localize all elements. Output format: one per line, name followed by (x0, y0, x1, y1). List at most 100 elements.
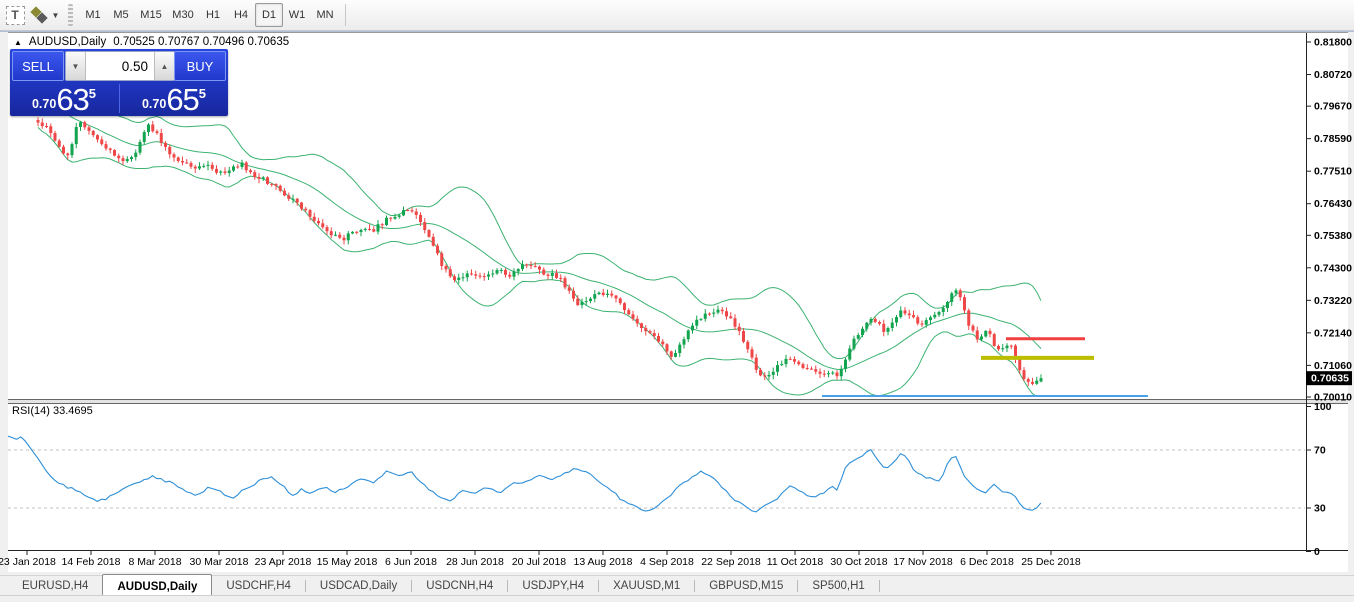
price-axis[interactable]: 0.81800 0.80720 0.79670 0.78590 0.77510 0.764… (1306, 37, 1352, 404)
dropdown-arrow-icon: ▼ (51, 10, 60, 20)
volume-input[interactable] (86, 52, 154, 80)
candlestick-plot[interactable] (36, 117, 1043, 387)
buy-price-big: 65 (166, 82, 199, 117)
date-axis-label: 14 Feb 2018 (62, 556, 121, 568)
timeframe-button-mn[interactable]: MN (316, 9, 334, 21)
timeframe-button-d1[interactable]: D1 (255, 3, 283, 27)
chart-title-row: ▲ AUDUSD,Daily 0.70525 0.70767 0.70496 0… (14, 36, 289, 48)
sell-button[interactable]: SELL (12, 51, 64, 81)
date-axis-label: 25 Dec 2018 (1021, 556, 1081, 568)
date-axis-label: 23 Apr 2018 (255, 556, 312, 568)
date-axis-label: 28 Jun 2018 (446, 556, 504, 568)
buy-price-button[interactable]: 0.70 65 5 (121, 82, 227, 115)
chart-tab-eurusd[interactable]: EURUSD,H4 (22, 580, 89, 592)
price-axis-label: 0.76430 (1314, 198, 1352, 210)
chart-tab-usdjpy[interactable]: USDJPY,H4 (522, 580, 585, 592)
buy-price-pipette: 5 (198, 86, 207, 101)
status-bar (0, 595, 1354, 602)
tab-separator (411, 580, 413, 592)
text-tool-icon: T (5, 5, 25, 25)
toolbar-separator (345, 4, 346, 26)
date-axis-label: 17 Nov 2018 (893, 556, 953, 568)
styler-tool-icon (29, 6, 49, 24)
timeframe-button-m5[interactable]: M5 (113, 9, 129, 21)
date-axis-label: 4 Sep 2018 (640, 556, 694, 568)
bb-lower-band (37, 127, 1042, 397)
timeframe-button-m30[interactable]: M30 (172, 9, 194, 21)
panel-splitter[interactable] (8, 399, 1348, 404)
sell-price-button[interactable]: 0.70 63 5 (10, 82, 118, 115)
price-axis-label: 0.70010 (1314, 391, 1352, 403)
chart-background (8, 33, 1348, 572)
price-axis-label: 0.72140 (1314, 327, 1352, 339)
price-axis-label: 0.81800 (1314, 37, 1352, 49)
date-axis-label: 20 Jul 2018 (512, 556, 566, 568)
price-axis-label: 0.79670 (1314, 101, 1352, 113)
price-axis-label: 0.78590 (1314, 133, 1352, 145)
sell-price-pipette: 5 (88, 86, 97, 101)
date-axis-label: 11 Oct 2018 (767, 556, 824, 568)
tab-separator (797, 580, 799, 592)
date-axis-label: 30 Mar 2018 (190, 556, 249, 568)
bb-upper-band (37, 51, 1042, 359)
volume-increase-button[interactable]: ▲ (154, 52, 174, 80)
ohlc-values: 0.70525 0.70767 0.70496 0.70635 (113, 36, 290, 48)
sell-price-prefix: 0.70 (31, 97, 57, 111)
date-axis[interactable]: 23 Jan 2018 14 Feb 2018 8 Mar 2018 30 Mar 2… (0, 550, 1081, 568)
tab-separator (878, 580, 880, 592)
rsi-axis-label: 30 (1314, 503, 1326, 515)
timeframe-button-h1[interactable]: H1 (205, 9, 221, 21)
symbol-period-label: AUDUSD,Daily (28, 36, 107, 48)
buy-button[interactable]: BUY (174, 51, 226, 81)
rsi-axis-label: 0 (1314, 546, 1320, 558)
tab-separator (694, 580, 696, 592)
tab-separator (507, 580, 509, 592)
volume-spinner: ▼ ▲ (65, 51, 175, 81)
date-axis-label: 23 Jan 2018 (0, 556, 56, 568)
date-axis-label: 8 Mar 2018 (128, 556, 181, 568)
price-axis-label: 0.73220 (1314, 295, 1352, 307)
price-axis-label: 0.74300 (1314, 262, 1352, 274)
price-axis-label: 0.75380 (1314, 230, 1352, 242)
volume-decrease-button[interactable]: ▼ (66, 52, 86, 80)
chart-tab-sp500[interactable]: SP500,H1 (812, 580, 865, 592)
timeframe-button-group: M1 M5 M15 M30 H1 H4 D1 W1 MN (79, 3, 339, 27)
buy-price-prefix: 0.70 (141, 97, 167, 111)
date-axis-label: 15 May 2018 (317, 556, 378, 568)
current-price-value: 0.70635 (1311, 373, 1349, 385)
rsi-axis: 100 70 30 0 (1306, 401, 1332, 558)
tab-separator (598, 580, 600, 592)
rsi-indicator-label: RSI(14) 33.4695 (12, 405, 93, 417)
window-frame-line (0, 30, 1354, 32)
date-axis-label: 13 Aug 2018 (574, 556, 633, 568)
toolbar-drag-handle[interactable] (68, 4, 73, 26)
timeframe-button-w1[interactable]: W1 (288, 9, 306, 21)
collapse-arrow-icon[interactable]: ▲ (14, 37, 22, 47)
current-price-badge (1306, 371, 1352, 386)
chart-tab-audusd[interactable]: AUDUSD,Daily (102, 574, 213, 596)
price-divider (119, 84, 120, 113)
date-axis-label: 6 Jun 2018 (385, 556, 437, 568)
rsi-line[interactable] (8, 435, 1042, 513)
date-axis-label: 22 Sep 2018 (701, 556, 761, 568)
tab-separator (304, 580, 306, 592)
chart-tab-xauusd[interactable]: XAUUSD,M1 (613, 580, 681, 592)
styler-tool-button[interactable]: ▼ (29, 4, 60, 26)
chart-tab-gbpusd[interactable]: GBPUSD,M15 (709, 580, 784, 592)
timeframe-button-h4[interactable]: H4 (233, 9, 249, 21)
price-axis-label: 0.71060 (1314, 360, 1352, 372)
date-axis-label: 30 Oct 2018 (830, 556, 887, 568)
text-tool-button[interactable]: T (4, 4, 26, 26)
trade-panel-top-row: SELL ▼ ▲ BUY (10, 49, 228, 81)
chart-tab-usdchf[interactable]: USDCHF,H4 (226, 580, 291, 592)
timeframe-button-m1[interactable]: M1 (85, 9, 101, 21)
price-axis-label: 0.80720 (1314, 69, 1352, 81)
price-axis-label: 0.77510 (1314, 166, 1352, 178)
sell-price-big: 63 (56, 82, 89, 117)
timeframe-button-m15[interactable]: M15 (140, 9, 162, 21)
chart-tab-usdcad[interactable]: USDCAD,Daily (319, 580, 398, 592)
chart-tab-usdcnh[interactable]: USDCNH,H4 (426, 580, 494, 592)
